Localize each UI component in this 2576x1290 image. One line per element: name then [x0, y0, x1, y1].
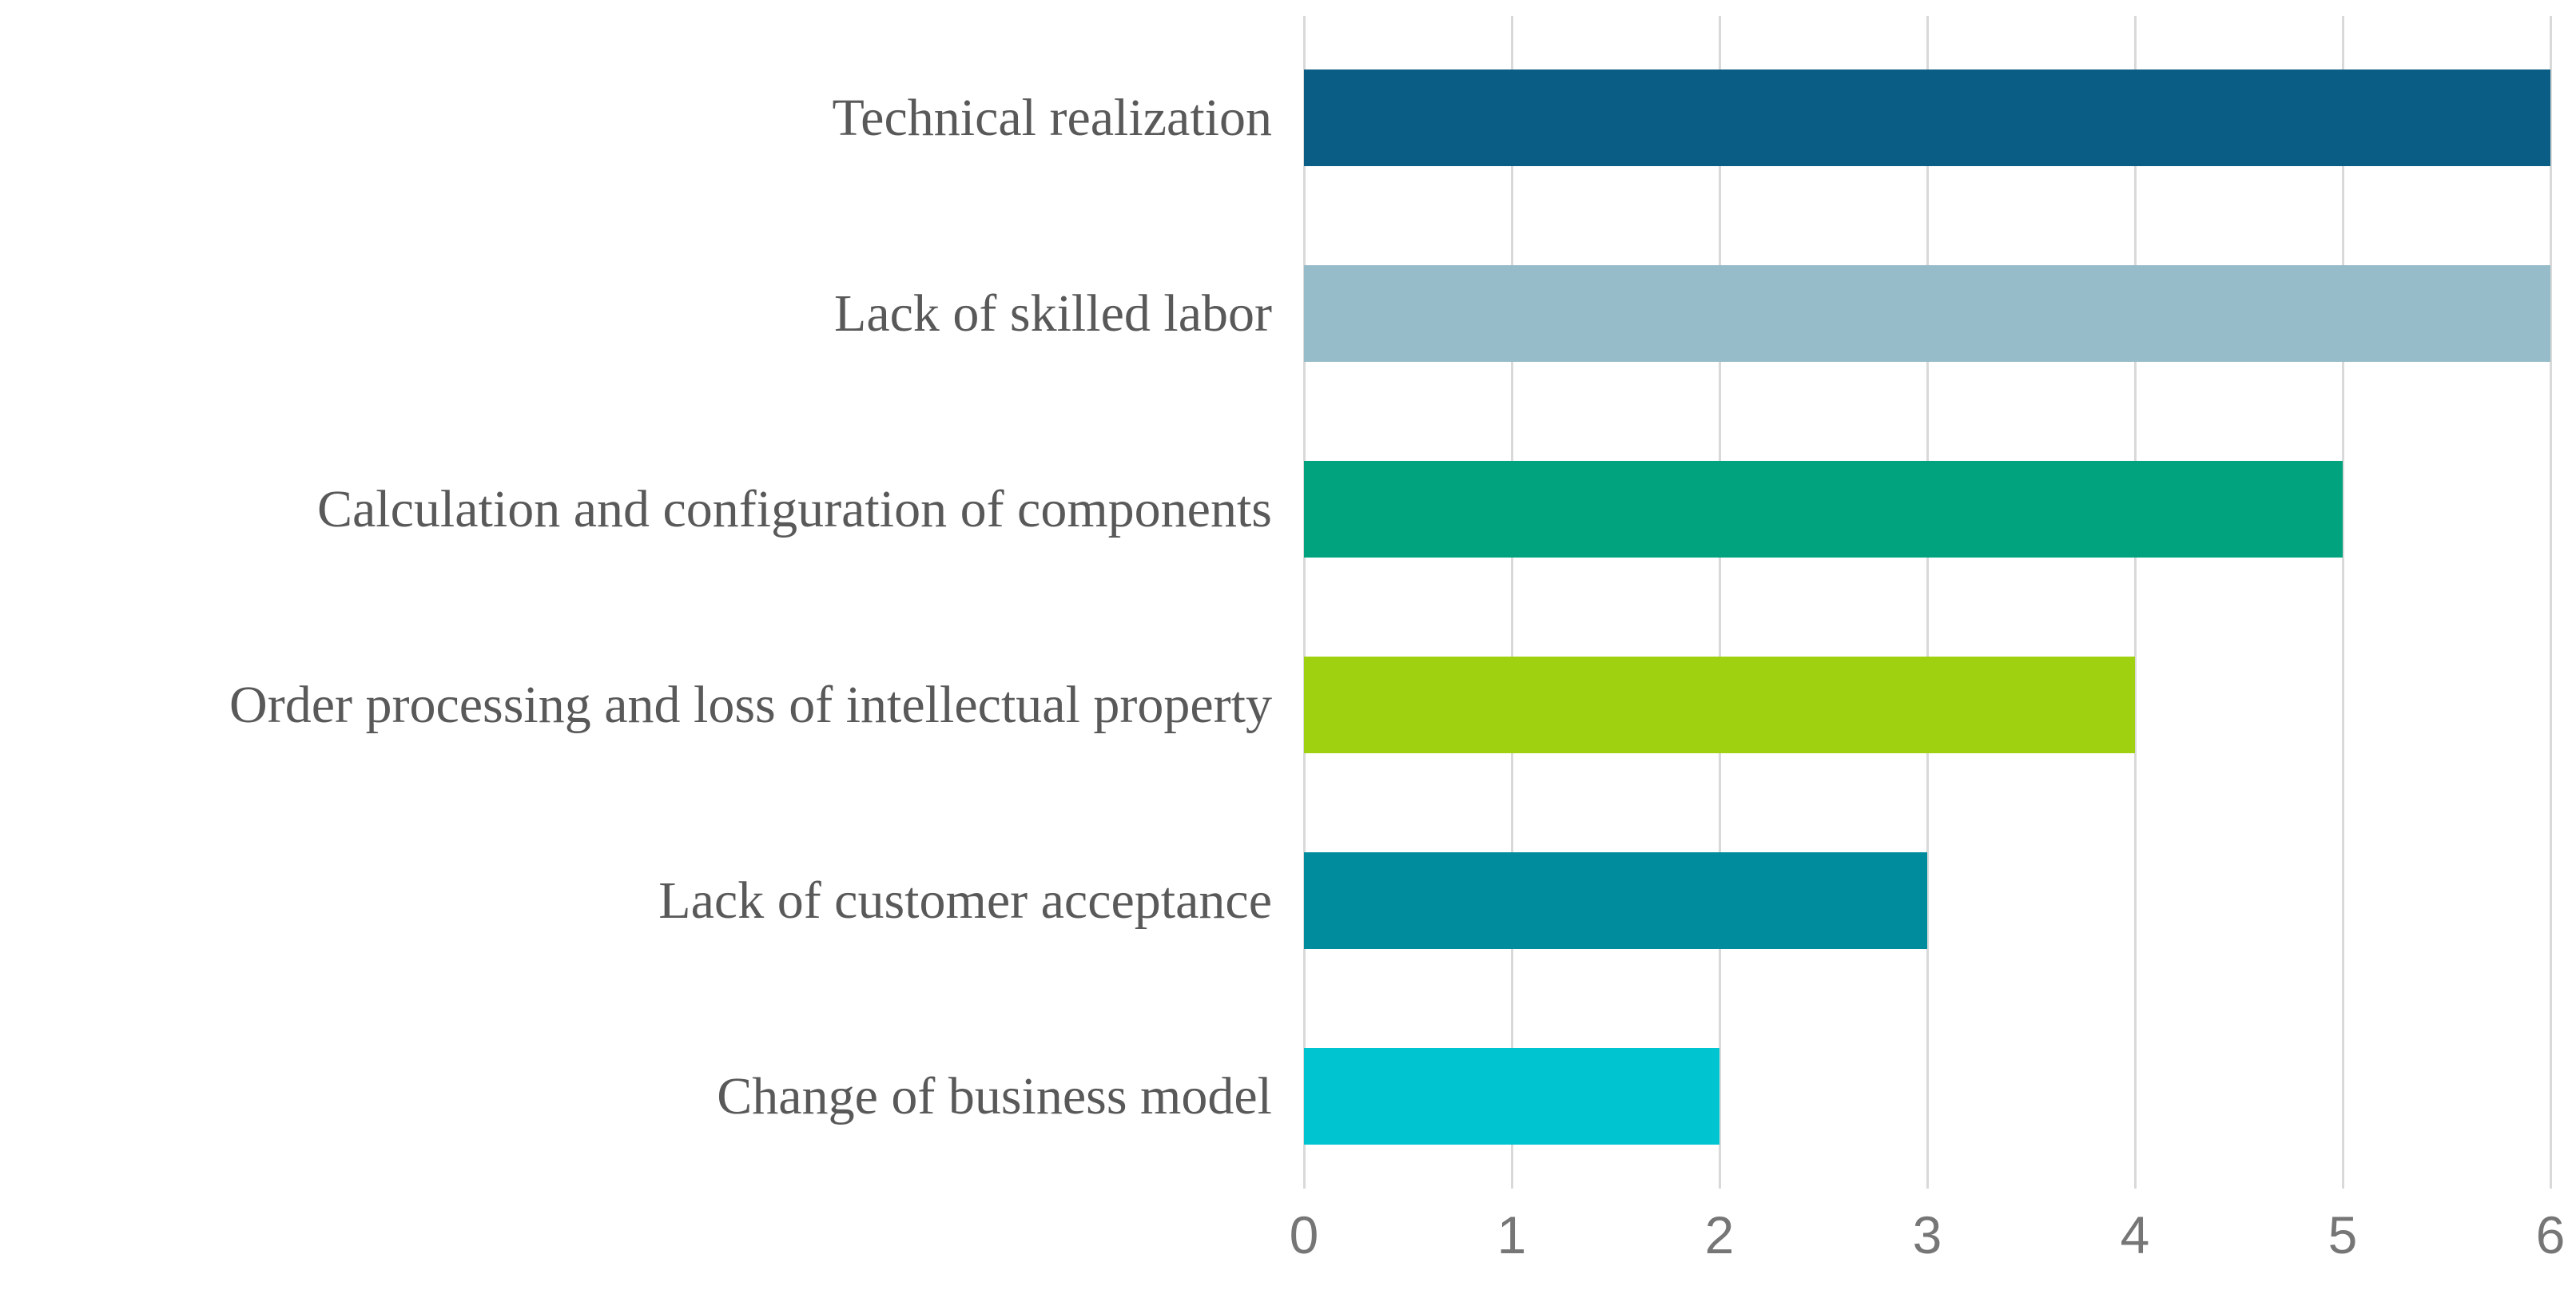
x-tick-label: 3 [1912, 1205, 1942, 1264]
bar-lack-of-skilled-labor [1304, 265, 2550, 362]
x-tick-label: 1 [1497, 1205, 1527, 1264]
category-label: Calculation and configuration of compone… [316, 480, 1272, 538]
bar-technical-realization [1304, 69, 2550, 166]
bar-order-processing [1304, 657, 2135, 753]
bar-lack-of-customer-acceptance [1304, 852, 1927, 949]
category-label: Lack of customer acceptance [658, 871, 1272, 930]
gridline [2341, 16, 2344, 1189]
category-label: Order processing and loss of intellectua… [229, 676, 1272, 734]
gridline [1302, 16, 1306, 1189]
x-tick-label: 4 [2120, 1205, 2150, 1264]
category-label: Change of business model [717, 1067, 1272, 1125]
x-tick-label: 6 [2535, 1205, 2566, 1264]
category-label: Technical realization [832, 89, 1272, 147]
bar-calculation-and-configuration [1304, 461, 2343, 558]
gridline [1926, 16, 1929, 1189]
bar-change-of-business-model [1304, 1048, 1719, 1145]
gridline [1718, 16, 1721, 1189]
category-label: Lack of skilled labor [834, 284, 1272, 343]
x-tick-label: 0 [1289, 1205, 1319, 1264]
gridline [1510, 16, 1513, 1189]
x-tick-label: 2 [1704, 1205, 1735, 1264]
gridline [2549, 16, 2552, 1189]
gridline [2133, 16, 2137, 1189]
x-tick-label: 5 [2328, 1205, 2358, 1264]
